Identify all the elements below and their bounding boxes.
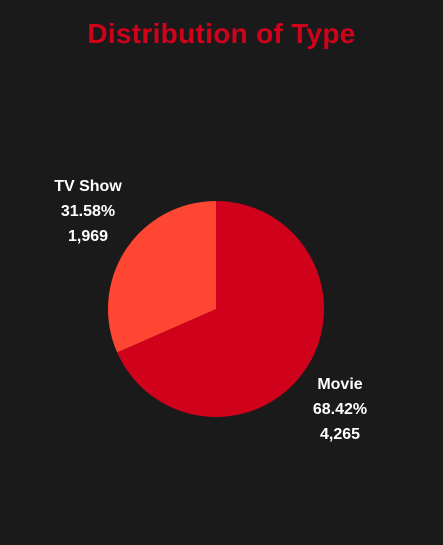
slice-label-tv-show: TV Show 31.58% 1,969	[38, 174, 138, 249]
slice-label-percent: 31.58%	[60, 203, 116, 220]
pie-slice-movie	[117, 201, 324, 418]
slice-label-name: TV Show	[54, 178, 122, 195]
pie-slices	[108, 201, 324, 418]
chart-title: Distribution of Type	[87, 18, 356, 49]
slice-label-name: Movie	[317, 376, 363, 393]
pie-slice-tv-show	[108, 201, 216, 353]
slice-label-percent: 68.42%	[312, 401, 368, 418]
slice-label-movie: Movie 68.42% 4,265	[290, 372, 390, 447]
slice-label-count: 4,265	[319, 426, 361, 443]
slice-label-count: 1,969	[67, 228, 109, 245]
